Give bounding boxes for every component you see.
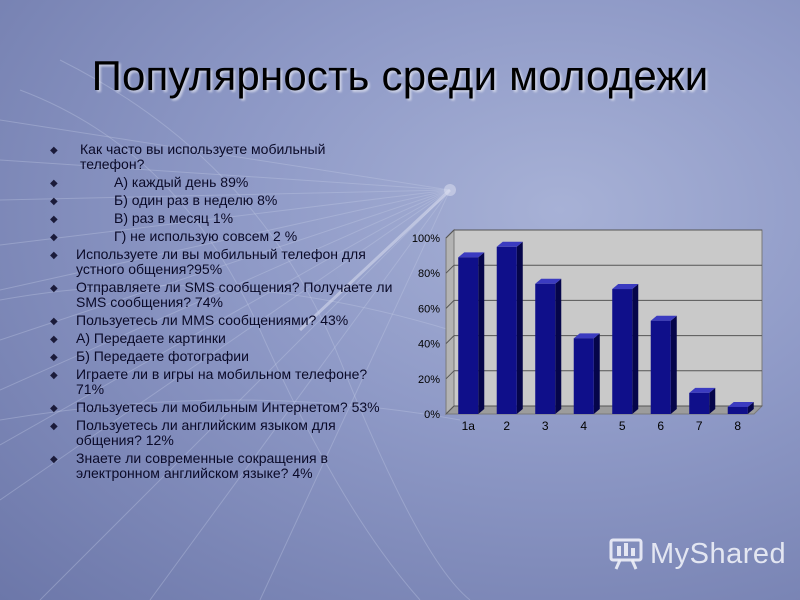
- diamond-bullet-icon: ◆: [50, 316, 58, 327]
- presentation-board-icon: [609, 538, 643, 570]
- x-tick-label: 4: [580, 419, 587, 433]
- gridline: [445, 335, 455, 344]
- diamond-bullet-icon: ◆: [50, 232, 58, 243]
- bullet-text: А) каждый день 89%: [114, 174, 249, 190]
- bar-side: [747, 401, 754, 414]
- slide-title: Популярность среди молодежи: [91, 52, 709, 99]
- bar: [573, 338, 594, 414]
- bar-top: [535, 278, 562, 284]
- bar-top: [458, 252, 485, 258]
- gridline: [445, 405, 455, 415]
- bullet-item: ◆ А) Передаете картинки: [48, 331, 393, 346]
- bar-chart: 0% 20% 40% 60% 80% 100% 1a 2 3 4 5 6 7 8: [412, 228, 764, 433]
- x-tick-label: 1a: [462, 419, 476, 433]
- diamond-bullet-icon: ◆: [50, 334, 58, 345]
- bullet-list: ◆ Как часто вы используете мобильный теле…: [48, 142, 393, 484]
- bar-top: [689, 387, 716, 393]
- y-tick-label: 0%: [424, 409, 440, 421]
- y-tick-label: 20%: [418, 374, 440, 386]
- bullet-text: Б) Передаете фотографии: [76, 348, 249, 364]
- bullet-text: Пользуетесь ли MMS сообщениями? 43%: [76, 312, 349, 328]
- bar: [650, 320, 671, 414]
- bullet-item: ◆ Пользуетесь ли английским языком для об…: [48, 418, 393, 448]
- diamond-bullet-icon: ◆: [50, 178, 58, 189]
- bar-top: [573, 333, 600, 339]
- x-tick-label: 7: [696, 419, 703, 433]
- y-tick-label: 40%: [418, 339, 440, 351]
- bar-side: [516, 241, 523, 414]
- watermark-logo: MyShared: [608, 537, 786, 571]
- bullet-item: ◆ Знаете ли современные сокращения в элек…: [48, 451, 393, 481]
- bullet-item: ◆ Пользуетесь ли MMS сообщениями? 43%: [48, 313, 393, 328]
- bar-side: [478, 252, 485, 414]
- bar: [458, 257, 479, 414]
- gridline: [445, 229, 455, 239]
- y-tick-label: 60%: [418, 303, 440, 315]
- plot-area: [445, 229, 763, 416]
- bar-top: [650, 315, 677, 321]
- x-tick-label: 3: [542, 419, 549, 433]
- bullet-text: А) Передаете картинки: [76, 330, 226, 346]
- bullet-text: В) раз в месяц 1%: [114, 210, 234, 226]
- y-tick-label: 100%: [412, 233, 440, 245]
- bar-top: [612, 284, 639, 290]
- diamond-bullet-icon: ◆: [50, 283, 58, 294]
- bar-side: [593, 333, 600, 414]
- diamond-bullet-icon: ◆: [50, 214, 58, 225]
- bar: [689, 392, 710, 414]
- bullet-item: ◆ Отправляете ли SMS сообщения? Получаете…: [48, 280, 393, 310]
- diamond-bullet-icon: ◆: [50, 403, 58, 414]
- y-tick-label: 80%: [418, 268, 440, 280]
- bullet-text: Б) один раз в неделю 8%: [114, 192, 278, 208]
- diamond-bullet-icon: ◆: [50, 250, 58, 261]
- bullet-text: Используете ли вы мобильный телефон для …: [76, 246, 366, 277]
- bar-top: [496, 241, 523, 247]
- diamond-bullet-icon: ◆: [50, 454, 58, 465]
- x-tick-label: 5: [619, 419, 626, 433]
- bar: [496, 246, 517, 414]
- gridline: [445, 264, 455, 274]
- diamond-bullet-icon: ◆: [50, 145, 58, 156]
- x-tick-label: 8: [734, 419, 741, 433]
- bar-side: [709, 387, 716, 414]
- diamond-bullet-icon: ◆: [50, 421, 58, 432]
- bullet-text: Пользуетесь ли мобильным Интернетом? 53%: [76, 399, 380, 415]
- bullet-item: ◆ Используете ли вы мобильный телефон для…: [48, 247, 393, 277]
- bullet-text: Пользуетесь ли английским языком для общ…: [76, 417, 336, 448]
- bullet-text: Знаете ли современные сокращения в элект…: [76, 450, 328, 481]
- x-tick-label: 2: [503, 419, 510, 433]
- bullet-item: ◆ Как часто вы используете мобильный теле…: [48, 142, 393, 172]
- diamond-bullet-icon: ◆: [50, 352, 58, 363]
- x-tick-label: 6: [657, 419, 664, 433]
- diamond-bullet-icon: ◆: [50, 370, 58, 381]
- bar-top: [727, 401, 754, 407]
- bullet-text: Отправляете ли SMS сообщения? Получаете …: [76, 279, 393, 310]
- bar: [727, 406, 748, 414]
- bullet-text: Г) не использую совсем 2 %: [114, 228, 298, 244]
- bullet-item: ◆ Г) не использую совсем 2 %: [48, 229, 393, 244]
- bar-side: [670, 315, 677, 414]
- bullet-text: Играете ли в игры на мобильном телефоне?…: [76, 366, 368, 397]
- bullet-text: Как часто вы используете мобильный телеф…: [80, 141, 326, 172]
- bullet-item: ◆ Б) один раз в неделю 8%: [48, 193, 393, 208]
- bullet-item: ◆ В) раз в месяц 1%: [48, 211, 393, 226]
- bar: [535, 283, 556, 414]
- bullet-item: ◆ А) каждый день 89%: [48, 175, 393, 190]
- bullet-item: ◆ Пользуетесь ли мобильным Интернетом? 53…: [48, 400, 393, 415]
- bullet-item: ◆ Б) Передаете фотографии: [48, 349, 393, 364]
- bar-side: [632, 284, 639, 414]
- plot-side-wall: [445, 228, 455, 416]
- diamond-bullet-icon: ◆: [50, 196, 58, 207]
- bullet-item: ◆ Играете ли в игры на мобильном телефоне…: [48, 367, 393, 397]
- bar-side: [555, 278, 562, 414]
- bar: [612, 289, 633, 414]
- gridline: [445, 300, 455, 309]
- watermark-text: MyShared: [650, 537, 787, 570]
- gridline: [445, 370, 455, 380]
